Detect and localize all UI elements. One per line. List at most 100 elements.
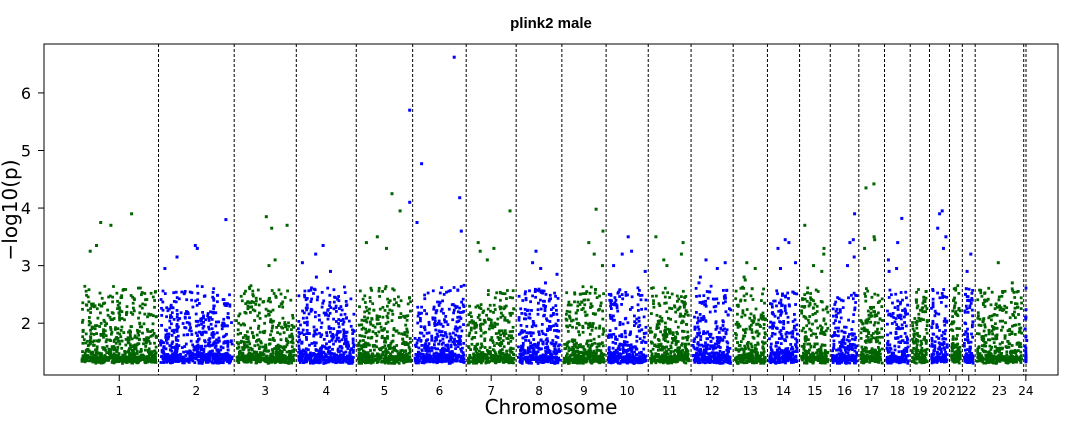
data-point [521, 343, 525, 347]
data-point [582, 345, 585, 348]
data-point [502, 345, 506, 349]
data-point [131, 348, 135, 352]
data-point [568, 324, 572, 327]
data-point [246, 301, 249, 304]
data-point [160, 350, 164, 354]
data-point [435, 356, 439, 360]
data-point [304, 298, 308, 302]
data-point [519, 307, 523, 311]
data-point [305, 338, 308, 341]
data-point [371, 324, 375, 327]
data-point [427, 347, 431, 350]
data-point [290, 332, 294, 336]
data-point [554, 335, 558, 338]
data-point [583, 298, 587, 302]
data-point [541, 332, 545, 336]
data-point [624, 350, 628, 354]
data-point [283, 348, 286, 351]
data-point [96, 316, 100, 320]
data-point [183, 358, 187, 361]
data-point [344, 334, 348, 338]
data-point [396, 352, 400, 356]
data-point [352, 330, 356, 333]
data-point [132, 306, 135, 310]
data-point [499, 298, 502, 302]
data-point [272, 319, 275, 323]
data-point [640, 328, 644, 332]
data-point [721, 328, 725, 332]
data-point [146, 328, 149, 331]
data-point [584, 321, 588, 325]
data-point [423, 357, 427, 361]
data-point [652, 299, 655, 303]
data-point [470, 326, 473, 330]
data-point [337, 354, 341, 358]
data-point [370, 355, 374, 358]
data-point [286, 289, 289, 293]
data-point [442, 311, 445, 315]
data-point [468, 355, 472, 359]
data-point [511, 336, 515, 340]
data-point [191, 305, 195, 309]
data-point [285, 361, 289, 365]
data-point [627, 358, 631, 362]
data-point [490, 359, 494, 362]
data-point [553, 352, 557, 356]
data-point [427, 342, 431, 345]
data-point [291, 314, 294, 317]
data-point [517, 294, 521, 298]
data-point [676, 360, 679, 363]
data-point [235, 355, 239, 359]
data-point [631, 345, 635, 349]
data-point [582, 351, 586, 355]
data-point [144, 345, 148, 348]
peak-point [612, 264, 616, 268]
data-point [480, 345, 484, 348]
data-point [175, 343, 179, 346]
data-point [314, 315, 317, 319]
data-point [81, 318, 85, 322]
data-point [426, 344, 430, 348]
data-point [549, 341, 553, 345]
data-point [283, 296, 287, 299]
data-point [428, 357, 432, 361]
data-point [593, 291, 597, 295]
data-point [148, 342, 152, 345]
data-point [328, 330, 332, 334]
data-point [572, 343, 576, 346]
data-point [115, 360, 118, 364]
data-point [543, 356, 546, 360]
data-point [307, 312, 311, 316]
data-point [129, 352, 132, 356]
data-point [172, 359, 176, 362]
peak-point [175, 255, 179, 259]
data-point [328, 311, 332, 315]
data-point [320, 305, 324, 309]
data-point [110, 345, 114, 349]
data-point [215, 358, 219, 361]
data-point [441, 359, 445, 363]
data-point [401, 342, 404, 345]
data-point [617, 361, 620, 365]
data-point [216, 340, 220, 344]
data-point [133, 336, 137, 339]
data-point [408, 351, 411, 355]
peak-point [163, 267, 167, 270]
data-point [349, 348, 352, 352]
data-point [361, 358, 364, 362]
data-point [547, 349, 551, 352]
data-point [710, 360, 714, 363]
data-point [197, 345, 200, 349]
data-point [499, 306, 503, 309]
data-point [544, 352, 548, 356]
data-point [162, 360, 165, 364]
data-point [434, 311, 438, 315]
data-point [380, 360, 383, 364]
data-point [692, 354, 695, 358]
data-point [170, 322, 173, 326]
data-point [271, 351, 275, 354]
data-point [364, 345, 368, 349]
data-point [550, 314, 553, 318]
data-point [187, 361, 191, 364]
data-point [399, 349, 403, 353]
